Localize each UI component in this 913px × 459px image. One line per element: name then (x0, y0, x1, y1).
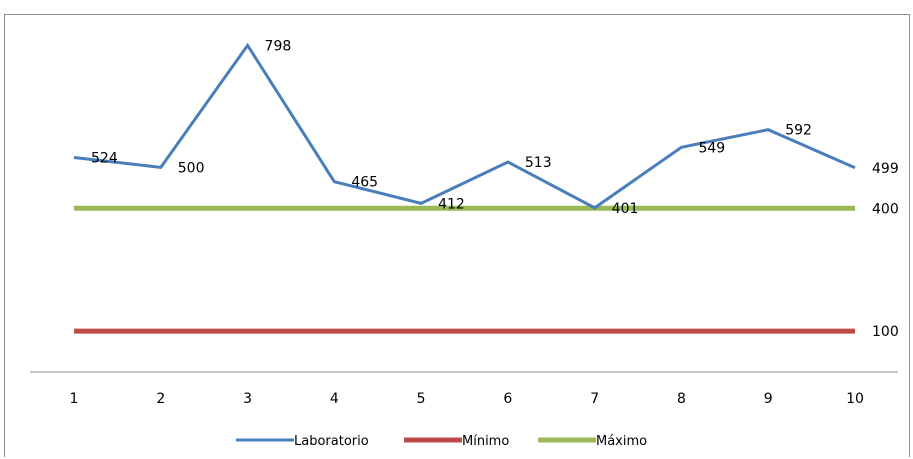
chart-frame (4, 14, 910, 457)
data-labels: 524 500 798 465 412 513 401 549 592 499 100 400 (91, 38, 899, 340)
data-label: 412 (438, 196, 465, 212)
x-tick-label: 8 (677, 391, 686, 407)
x-tick-label: 9 (764, 391, 773, 407)
data-label: 465 (351, 175, 378, 191)
x-tick-label: 10 (846, 391, 864, 407)
data-label: 499 (872, 161, 899, 177)
data-label: 549 (698, 140, 725, 156)
x-tick-label: 1 (70, 391, 79, 407)
x-tick-labels: 1 2 3 4 5 6 7 8 9 10 (70, 391, 864, 407)
data-label: 592 (785, 123, 812, 139)
data-label: 401 (612, 201, 639, 217)
series-layer (73, 42, 856, 334)
x-tick-label: 5 (417, 391, 426, 407)
legend-label: Laboratorio (294, 434, 369, 449)
legend: Laboratorio Mínimo Máximo (236, 434, 647, 449)
data-label: 513 (525, 155, 552, 171)
legend-label: Máximo (596, 434, 647, 449)
x-tick-label: 7 (590, 391, 599, 407)
data-label: 500 (178, 160, 205, 176)
x-tick-label: 3 (243, 391, 252, 407)
x-tick-label: 4 (330, 391, 339, 407)
x-tick-label: 2 (156, 391, 165, 407)
data-label: 100 (872, 324, 899, 340)
legend-label: Mínimo (462, 434, 509, 449)
series-line-laboratorio (73, 42, 856, 210)
data-label: 524 (91, 151, 118, 167)
data-label: 798 (265, 38, 292, 54)
x-tick-label: 6 (503, 391, 512, 407)
data-label: 400 (872, 201, 899, 217)
